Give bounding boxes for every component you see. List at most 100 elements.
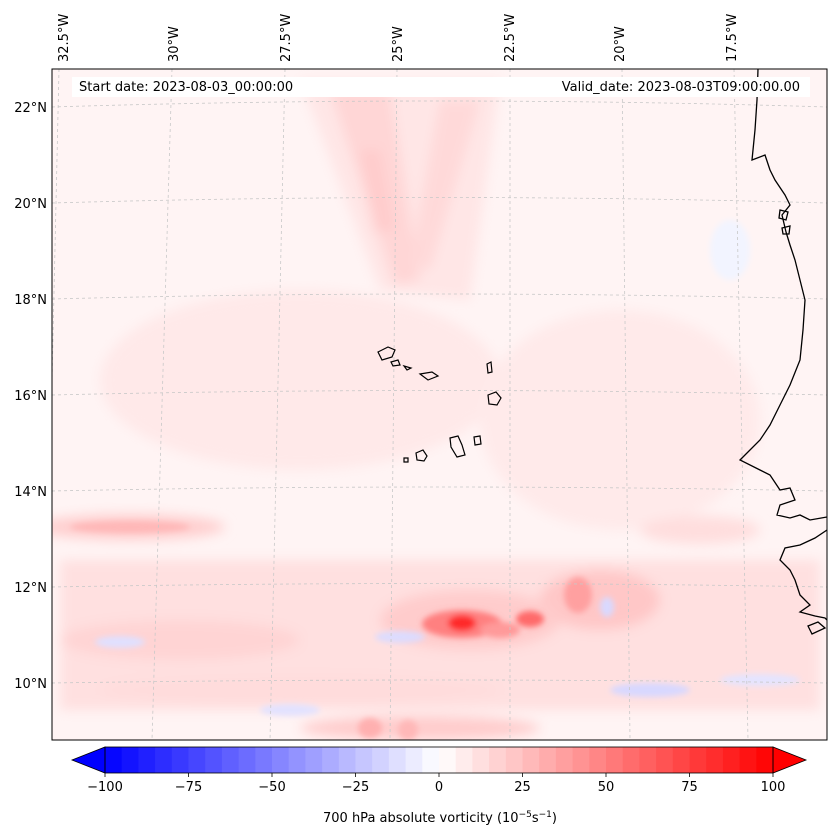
island-boa-vista — [487, 391, 502, 406]
colorbar-cell — [555, 747, 574, 773]
lon-label: 27.5°W — [279, 14, 294, 62]
map-frame — [51, 68, 828, 741]
colorbar-cell — [439, 747, 457, 773]
colorbar-cell — [205, 747, 223, 773]
island-maio — [473, 435, 482, 446]
coast-islet-1 — [778, 209, 789, 221]
colorbar-cell — [572, 747, 590, 773]
lat-label: 18°N — [14, 293, 47, 308]
colorbar-cell — [171, 747, 189, 773]
colorbar-cell — [221, 747, 240, 773]
lat-label: 22°N — [14, 101, 47, 116]
colorbar-cell — [288, 747, 306, 773]
latitude-labels: 22°N 20°N 18°N 16°N 14°N 12°N 10°N — [14, 101, 47, 692]
colorbar-cell — [155, 747, 173, 773]
colorbar-tick-label: −50 — [258, 780, 285, 795]
colorbar: −100 −75 −50 −25 0 25 50 75 100 700 hPa absolute… — [70, 746, 808, 826]
colorbar-tick-label: 75 — [681, 780, 698, 795]
header-strip — [72, 77, 810, 97]
island-brava — [403, 457, 409, 463]
lon-label: 25°W — [391, 26, 406, 62]
vorticity-bottom-band — [300, 716, 540, 740]
colorbar-cell — [756, 747, 774, 773]
lat-label: 10°N — [14, 677, 47, 692]
island-santiago — [449, 435, 466, 458]
negative-patch-5 — [260, 704, 320, 716]
negative-patch-6 — [600, 597, 614, 617]
negative-patch-7 — [710, 220, 750, 280]
lon-label: 20°W — [613, 26, 628, 62]
lat-label: 14°N — [14, 485, 47, 500]
longitude-labels: 32.5°W 30°W 27.5°W 25°W 22.5°W 20°W 17.5… — [57, 14, 740, 62]
vorticity-bottom-core-1 — [358, 718, 382, 738]
island-sao-vicente — [390, 359, 401, 367]
colorbar-tick-label: −75 — [175, 780, 202, 795]
vorticity-max-east — [564, 577, 592, 613]
colorbar-cell — [405, 747, 423, 773]
colorbar-cell — [606, 747, 624, 773]
graticule — [52, 69, 827, 740]
vorticity-bottom-core-2 — [398, 720, 418, 740]
lon-label: 17.5°W — [725, 14, 740, 62]
colorbar-cell — [455, 747, 473, 773]
island-santa-luzia — [402, 364, 413, 371]
coast-islet-2 — [781, 225, 791, 235]
colorbar-cell — [522, 747, 540, 773]
lat-label: 12°N — [14, 581, 47, 596]
vorticity-streak-3 — [360, 150, 395, 232]
negative-patch-4 — [720, 674, 800, 686]
lon-label: 32.5°W — [57, 14, 72, 62]
vorticity-south-band-2 — [100, 676, 500, 704]
vorticity-band-13n-core — [70, 521, 190, 533]
colorbar-cells — [105, 747, 774, 773]
island-fogo — [415, 449, 428, 462]
colorbar-cell — [656, 747, 674, 773]
vorticity-streak-2 — [410, 100, 480, 270]
colorbar-cell — [255, 747, 273, 773]
colorbar-ticks: −100 −75 −50 −25 0 25 50 75 100 — [87, 773, 785, 795]
vorticity-maxima — [70, 521, 592, 740]
colorbar-cell — [639, 747, 657, 773]
africa-coastline-south — [779, 529, 827, 621]
colorbar-tick-label: 25 — [514, 780, 531, 795]
colorbar-extend-min — [70, 746, 106, 774]
colorbar-cell — [706, 747, 724, 773]
colorbar-extend-max — [772, 746, 808, 774]
vorticity-east-region — [480, 310, 760, 530]
colorbar-cell — [138, 747, 156, 773]
guinea-islands — [807, 621, 827, 635]
colorbar-tick-label: −100 — [87, 780, 123, 795]
colorbar-tick-label: −25 — [342, 780, 369, 795]
valid-date-label: Valid_date: 2023-08-03T09:00:00.00 — [562, 80, 800, 95]
lon-label: 22.5°W — [503, 14, 518, 62]
island-sal — [486, 361, 493, 374]
vorticity-center-region — [100, 290, 500, 470]
colorbar-tick-label: 50 — [598, 780, 615, 795]
vorticity-max-core — [448, 615, 476, 631]
colorbar-cell — [539, 747, 557, 773]
colorbar-cell — [505, 747, 523, 773]
colorbar-cell — [672, 747, 690, 773]
lat-label: 20°N — [14, 197, 47, 212]
lon-label: 30°W — [167, 26, 182, 62]
colorbar-cell — [322, 747, 340, 773]
map-panel — [52, 69, 827, 740]
colorbar-cell — [388, 747, 407, 773]
vorticity-negative-patches — [95, 220, 800, 716]
colorbar-cell — [372, 747, 390, 773]
africa-coastline — [738, 69, 827, 521]
colorbar-cell — [689, 747, 707, 773]
colorbar-cell — [105, 747, 123, 773]
colorbar-cell — [238, 747, 256, 773]
vorticity-max-secondary — [516, 611, 544, 627]
island-sao-nicolau — [418, 371, 440, 381]
colorbar-cell — [622, 747, 640, 773]
colorbar-cell — [589, 747, 607, 773]
island-santo-antao — [377, 346, 396, 361]
negative-patch-3 — [610, 683, 690, 697]
colorbar-cell — [489, 747, 507, 773]
colorbar-cell — [272, 747, 290, 773]
start-date-label: Start date: 2023-08-03_00:00:00 — [79, 80, 293, 95]
colorbar-cell — [188, 747, 206, 773]
